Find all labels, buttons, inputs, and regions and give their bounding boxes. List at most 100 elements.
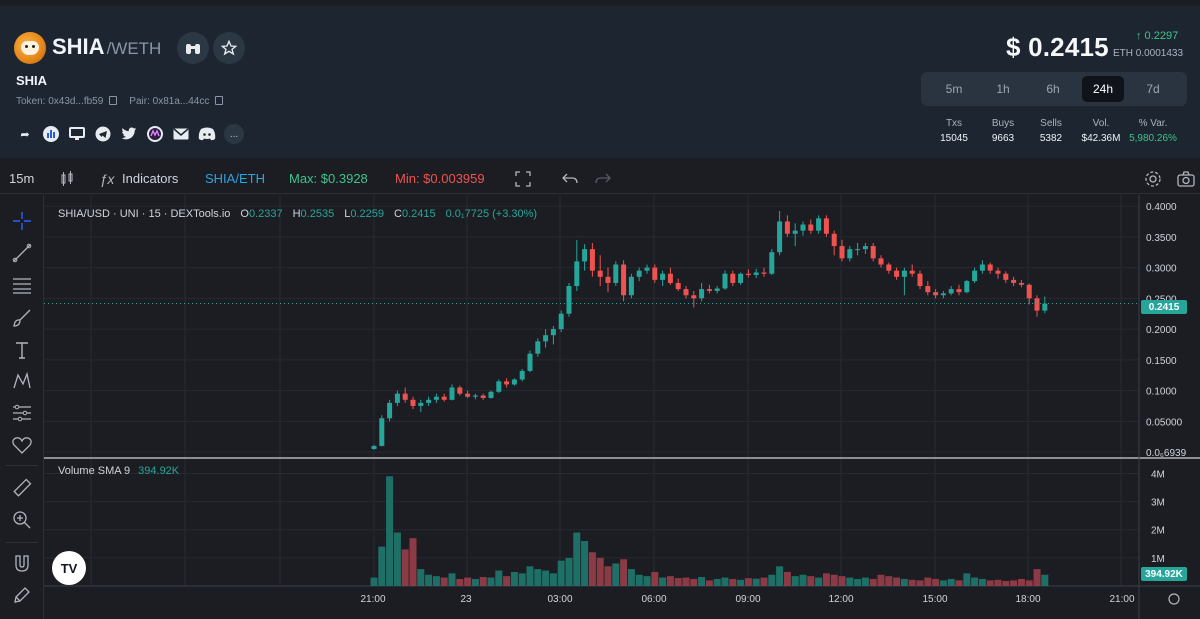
volume-bar xyxy=(744,578,752,586)
redo-icon[interactable] xyxy=(594,170,612,188)
candle-body xyxy=(847,249,853,259)
current-price-tag: 0.2415 xyxy=(1141,300,1187,314)
token-name: SHIA xyxy=(16,73,48,88)
volume-bar xyxy=(495,570,503,586)
pair-address[interactable]: Pair: 0x81a...44cc xyxy=(129,96,224,107)
pair-quote-symbol: /WETH xyxy=(106,39,162,58)
volume-bar xyxy=(487,577,495,586)
candle-body xyxy=(644,267,650,271)
volume-bar xyxy=(432,576,440,586)
candle-body xyxy=(777,221,783,253)
favorite-button[interactable] xyxy=(213,32,245,64)
candle-body xyxy=(831,233,837,247)
stat-sells: Sells 5382 xyxy=(1039,118,1063,144)
timeframe-5m-button[interactable]: 5m xyxy=(945,82,963,96)
brush-icon[interactable] xyxy=(11,307,33,329)
candle-body xyxy=(745,273,751,275)
timeframe-6h-button[interactable]: 6h xyxy=(1046,82,1060,96)
candle-body xyxy=(1011,279,1017,283)
candle-body xyxy=(480,395,486,398)
volume-bar xyxy=(713,578,721,586)
top-strip xyxy=(0,0,1200,6)
symbol-label[interactable]: SHIA/ETH xyxy=(205,171,265,186)
binoculars-button[interactable] xyxy=(177,32,209,64)
binoculars-icon xyxy=(186,44,200,54)
prediction-icon[interactable] xyxy=(11,402,33,424)
candle-body xyxy=(948,289,954,294)
heart-icon[interactable] xyxy=(11,434,33,456)
candle-body xyxy=(496,381,502,392)
volume-bar xyxy=(518,573,526,586)
volume-bar xyxy=(822,573,830,586)
email-icon[interactable] xyxy=(172,125,190,143)
tradingview-logo[interactable]: TV xyxy=(52,551,86,585)
candle-body xyxy=(956,289,962,293)
candle-body xyxy=(465,393,471,397)
copy-icon[interactable] xyxy=(109,96,118,105)
volume-bar xyxy=(939,580,947,586)
text-tool-icon[interactable] xyxy=(11,339,33,361)
trend-line-icon[interactable] xyxy=(11,242,33,264)
settings-gear-icon[interactable] xyxy=(1144,170,1162,188)
candle-body xyxy=(995,270,1001,274)
indicators-button[interactable]: Indicators xyxy=(122,171,179,186)
candle-body xyxy=(800,224,806,231)
volume-bar xyxy=(393,532,401,586)
volume-bar xyxy=(604,566,612,586)
volume-bar xyxy=(1017,578,1025,586)
zoom-in-icon[interactable] xyxy=(11,509,33,531)
fullscreen-icon[interactable] xyxy=(514,170,532,188)
timeframe-1h-button[interactable]: 1h xyxy=(996,82,1010,96)
volume-bar xyxy=(417,569,425,586)
dextools-icon[interactable] xyxy=(146,125,164,143)
candle-body xyxy=(535,341,541,354)
current-volume-tag: 394.92K xyxy=(1141,567,1187,581)
interval-button[interactable]: 15m xyxy=(9,171,35,186)
volume-bar xyxy=(752,578,760,586)
camera-icon[interactable] xyxy=(1177,170,1195,188)
chart-site-icon[interactable] xyxy=(42,125,60,143)
candle-body xyxy=(441,396,447,400)
candle-body xyxy=(964,281,970,293)
volume-bar xyxy=(503,576,511,586)
candle-body xyxy=(597,270,603,277)
token-address[interactable]: Token: 0x43d...fb59 xyxy=(16,96,118,107)
copy-icon[interactable] xyxy=(215,96,224,105)
twitter-icon[interactable] xyxy=(120,125,138,143)
volume-bar xyxy=(666,576,674,586)
timeframe-selector: 5m 1h 6h 24h 7d xyxy=(921,72,1187,106)
stat-volume: Vol. $42.36M xyxy=(1081,118,1121,144)
candle-body xyxy=(894,270,900,277)
crosshair-icon[interactable] xyxy=(11,210,33,232)
telegram-icon[interactable] xyxy=(94,125,112,143)
stat-buys: Buys 9663 xyxy=(991,118,1015,144)
share-icon[interactable]: ➦ xyxy=(20,128,30,141)
candle-body xyxy=(714,288,720,291)
pattern-icon[interactable] xyxy=(11,370,33,392)
more-links-button[interactable]: ... xyxy=(224,124,244,144)
undo-icon[interactable] xyxy=(561,170,579,188)
candle-body xyxy=(855,249,861,251)
fib-lines-icon[interactable] xyxy=(11,274,33,296)
price-chart[interactable]: 0.4000 0.3500 0.3000 0.2500 0.2000 0.1500 0.10… xyxy=(44,195,1200,619)
candle-body xyxy=(870,246,876,259)
candle-body xyxy=(628,276,634,296)
discord-icon[interactable] xyxy=(198,125,216,143)
volume-bar xyxy=(510,571,518,586)
magnet-icon[interactable] xyxy=(11,553,33,575)
timeframe-24h-button[interactable]: 24h xyxy=(1082,76,1124,102)
volume-bar xyxy=(378,546,386,586)
volume-bar xyxy=(846,577,854,586)
price-tick-label: 0.2000 xyxy=(1146,325,1177,336)
candle-body xyxy=(433,396,439,400)
ruler-icon[interactable] xyxy=(11,477,33,499)
candle-type-icon[interactable] xyxy=(58,170,76,188)
lock-drawings-icon[interactable] xyxy=(11,583,33,605)
function-icon[interactable]: ƒx xyxy=(99,171,115,187)
volume-bar xyxy=(908,579,916,586)
candle-body xyxy=(511,379,517,385)
volume-bar xyxy=(698,576,706,586)
website-icon[interactable] xyxy=(68,125,86,143)
timeframe-7d-button[interactable]: 7d xyxy=(1146,82,1160,96)
price-tick-label: 0.3000 xyxy=(1146,264,1177,275)
